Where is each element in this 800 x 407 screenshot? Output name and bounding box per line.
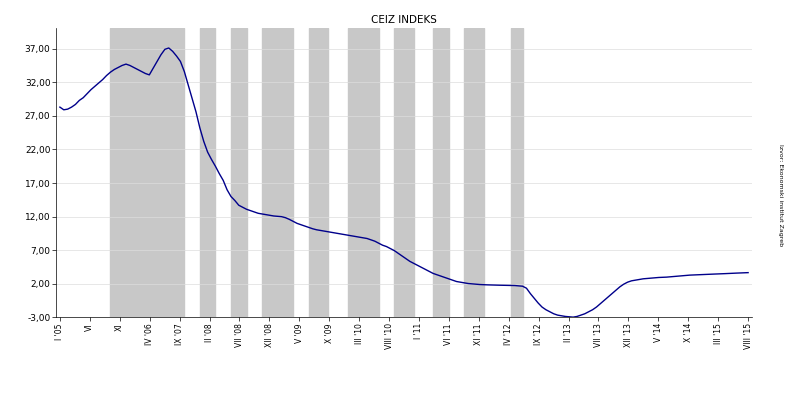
Bar (511, 28, 522, 317)
Bar (110, 28, 184, 317)
Bar (464, 28, 484, 317)
Bar (262, 28, 293, 317)
Title: CEIZ INDEKS: CEIZ INDEKS (371, 15, 437, 25)
Bar (394, 28, 414, 317)
Text: Izvor: Ekonomski institut Zagreb: Izvor: Ekonomski institut Zagreb (778, 144, 782, 246)
Bar (309, 28, 328, 317)
Bar (433, 28, 449, 317)
Bar (348, 28, 378, 317)
Bar (200, 28, 215, 317)
Bar (231, 28, 246, 317)
